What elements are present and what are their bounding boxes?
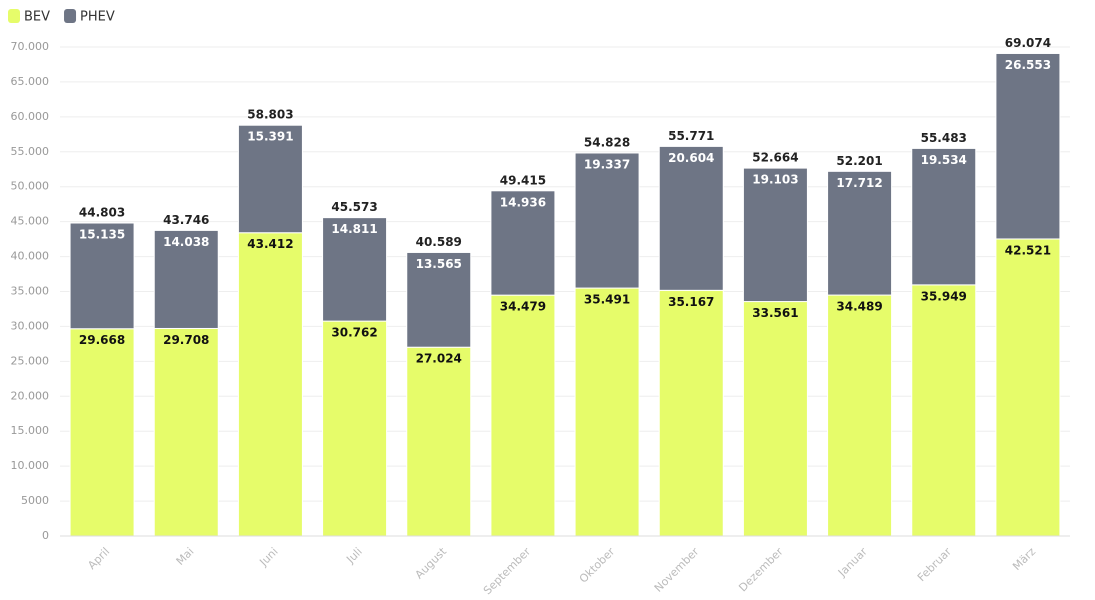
x-tick-label: Januar: [835, 545, 870, 580]
y-tick-label: 70.000: [11, 40, 50, 53]
total-label: 69.074: [1005, 36, 1051, 50]
bar-segment: [406, 251, 472, 348]
legend-swatch: [64, 9, 77, 23]
x-tick-label: Juli: [343, 545, 364, 566]
total-label: 52.201: [836, 154, 882, 168]
value-label: 29.708: [163, 333, 209, 347]
total-label: 40.589: [416, 235, 462, 249]
value-label: 19.337: [584, 157, 630, 171]
value-label: 13.565: [416, 257, 462, 271]
total-label: 45.573: [331, 200, 377, 214]
value-label: 35.949: [921, 289, 967, 303]
y-tick-label: 5000: [21, 494, 49, 507]
y-tick-label: 30.000: [11, 319, 50, 332]
bar-segment: [742, 167, 808, 303]
value-label: 19.103: [752, 173, 798, 187]
total-label: 52.664: [752, 151, 798, 165]
total-label: 54.828: [584, 135, 630, 149]
bar-segment: [995, 238, 1061, 537]
total-label: 43.746: [163, 213, 209, 227]
y-tick-label: 10.000: [11, 459, 50, 472]
value-label: 15.135: [79, 228, 125, 242]
bar-segment: [237, 124, 303, 234]
value-label: 29.668: [79, 333, 125, 347]
bar-segment: [911, 147, 977, 286]
value-label: 15.391: [247, 130, 293, 144]
y-tick-label: 40.000: [11, 250, 50, 263]
value-label: 14.936: [500, 195, 546, 209]
bar-segment: [322, 320, 388, 537]
value-label: 43.412: [247, 237, 293, 251]
y-tick-label: 35.000: [11, 285, 50, 298]
value-label: 35.491: [584, 293, 630, 307]
x-tick-label: Februar: [915, 545, 954, 584]
bar-segment: [658, 289, 724, 537]
y-tick-label: 65.000: [11, 75, 50, 88]
x-tick-label: April: [85, 545, 112, 572]
bar-segment: [742, 301, 808, 537]
bar-segment: [153, 327, 219, 537]
value-label: 42.521: [1005, 243, 1051, 257]
value-label: 26.553: [1005, 58, 1051, 72]
legend-label: BEV: [24, 10, 50, 25]
bar-segment: [658, 145, 724, 291]
x-tick-label: Mai: [174, 545, 197, 568]
bar-segment: [322, 217, 388, 322]
value-label: 14.038: [163, 235, 209, 249]
bar-segment: [69, 328, 135, 537]
bar-segment: [490, 294, 556, 537]
bar-segment: [911, 284, 977, 537]
x-tick-label: November: [652, 545, 702, 595]
x-tick-label: März: [1010, 545, 1038, 573]
y-tick-label: 45.000: [11, 215, 50, 228]
legend-swatch: [8, 9, 20, 23]
value-label: 17.712: [836, 176, 882, 190]
bar-segment: [827, 294, 893, 537]
y-tick-label: 25.000: [11, 354, 50, 367]
value-label: 33.561: [752, 306, 798, 320]
bar-segment: [827, 170, 893, 296]
value-label: 20.604: [668, 151, 714, 165]
bar-segment: [69, 222, 135, 330]
x-tick-label: Oktober: [577, 545, 618, 586]
x-tick-label: August: [413, 545, 450, 582]
bar-segment: [153, 229, 219, 329]
total-label: 55.483: [921, 131, 967, 145]
legend-label: PHEV: [80, 10, 115, 25]
y-tick-label: 50.000: [11, 180, 50, 193]
value-label: 34.489: [836, 300, 882, 314]
x-tick-label: Dezember: [736, 545, 786, 595]
total-label: 58.803: [247, 108, 293, 122]
x-tick-label: September: [481, 545, 534, 598]
value-label: 19.534: [921, 153, 967, 167]
bar-segment: [574, 152, 640, 289]
total-label: 44.803: [79, 206, 125, 220]
value-label: 34.479: [500, 300, 546, 314]
bar-segment: [490, 190, 556, 296]
y-tick-label: 60.000: [11, 110, 50, 123]
bar-segment: [237, 232, 303, 537]
bar-segment: [995, 52, 1061, 240]
y-tick-label: 55.000: [11, 145, 50, 158]
total-label: 49.415: [500, 173, 546, 187]
y-tick-label: 15.000: [11, 424, 50, 437]
value-label: 35.167: [668, 295, 714, 309]
bar-segment: [574, 287, 640, 537]
x-tick-label: Juni: [256, 545, 280, 569]
total-label: 55.771: [668, 129, 714, 143]
value-label: 14.811: [331, 222, 377, 236]
value-label: 27.024: [416, 352, 462, 366]
y-tick-label: 20.000: [11, 389, 50, 402]
value-label: 30.762: [331, 326, 377, 340]
y-tick-label: 0: [42, 529, 49, 542]
bar-segment: [406, 346, 472, 537]
